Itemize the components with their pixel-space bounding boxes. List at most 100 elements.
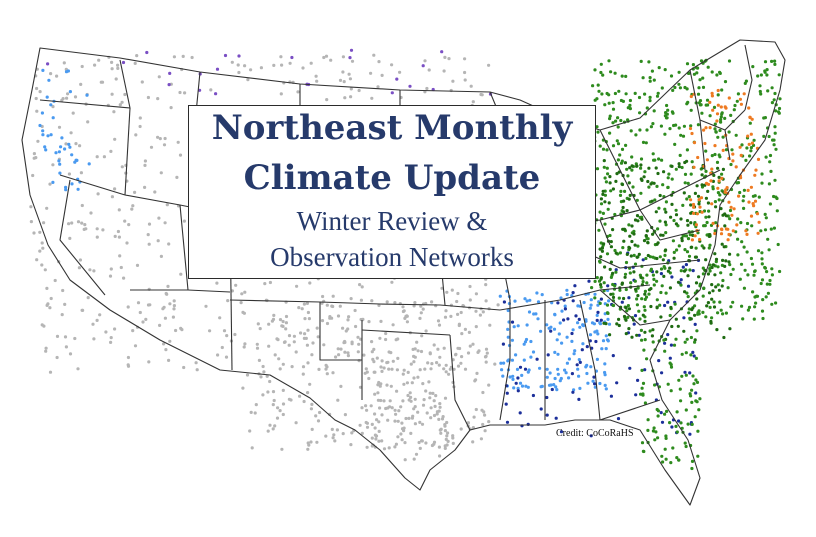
station-dot [676,280,681,284]
station-dot [628,271,632,275]
station-dot [360,406,364,410]
station-dot [727,260,731,264]
station-dot [435,361,439,365]
station-dot [595,167,600,171]
station-dot [67,142,71,146]
station-dot [700,173,704,177]
station-dot [339,347,343,351]
station-dot [693,415,697,419]
station-dot [723,80,728,84]
station-dot [55,355,59,360]
station-dot [629,129,633,133]
station-dot [419,304,423,308]
station-dot [255,346,260,350]
station-dot [290,55,294,60]
station-dot [393,419,397,423]
station-dot [335,428,339,432]
station-dot [580,348,584,352]
station-dot [641,313,645,317]
station-dot [356,350,360,354]
station-dot [370,422,374,426]
station-dot [123,219,127,223]
station-dot [657,359,661,363]
station-dot [670,425,674,429]
station-dot [659,124,664,128]
station-dot [600,347,604,351]
station-dot [614,268,618,272]
station-dot [411,347,415,351]
station-dot [677,82,681,86]
station-dot [716,283,720,287]
station-dot [131,204,135,208]
station-dot [621,99,626,103]
station-dot [613,248,617,253]
station-dot [167,83,171,87]
station-dot [640,338,644,342]
station-dot [695,212,700,216]
station-dot [750,262,755,266]
station-dot [633,243,637,247]
station-dot [668,356,672,360]
station-dot [590,286,594,290]
station-dot [705,220,709,225]
station-dot [413,422,417,426]
station-dot [246,78,250,82]
station-dot [664,210,668,214]
station-dot [536,300,541,304]
station-dot [666,176,670,180]
station-dot [679,278,683,282]
station-dot [515,367,520,371]
station-dot [78,144,82,148]
station-dot [365,445,369,449]
station-dot [525,323,529,327]
station-dot [621,205,625,210]
station-dot [248,429,252,433]
station-dot [412,354,416,358]
station-dot [684,263,689,267]
station-dot [386,418,390,422]
station-dot [451,434,455,438]
station-dot [41,246,45,250]
station-dot [763,228,768,232]
station-dot [617,89,621,93]
station-dot [570,331,574,336]
station-dot [722,245,726,249]
station-dot [162,342,166,346]
station-dot [728,252,732,256]
station-dot [531,350,536,354]
station-dot [605,252,610,256]
station-dot [581,323,585,327]
station-dot [555,388,559,392]
station-dot [745,146,749,150]
station-dot [466,351,471,355]
station-dot [423,367,427,371]
station-dot [172,307,176,311]
station-dot [364,404,368,408]
station-dot [598,322,603,326]
station-dot [638,317,642,321]
station-dot [425,411,429,415]
station-dot [391,359,395,363]
station-dot [636,244,640,248]
station-dot [626,174,630,178]
station-dot [715,328,719,332]
station-dot [109,340,113,344]
station-dot [689,353,693,357]
station-dot [307,317,311,321]
station-dot [666,108,670,112]
station-dot [113,137,117,141]
station-dot [772,226,777,230]
station-dot [711,263,716,267]
station-dot [692,165,696,169]
station-dot [617,323,621,328]
station-dot [626,315,630,319]
station-dot [443,446,447,450]
station-dot [691,374,695,378]
station-dot [688,432,692,436]
station-dot [685,291,689,295]
station-dot [651,328,655,332]
station-dot [731,267,735,271]
station-dot [639,177,643,181]
station-dot [523,297,527,301]
station-dot [643,319,647,323]
